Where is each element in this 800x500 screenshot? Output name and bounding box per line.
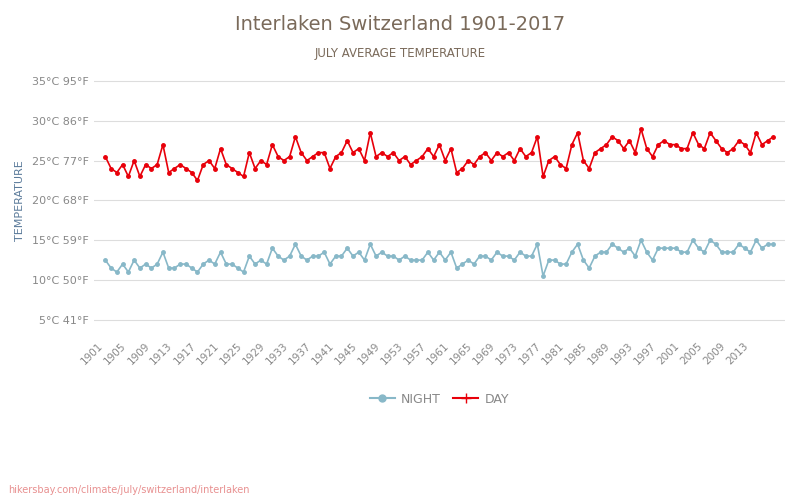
Text: hikersbay.com/climate/july/switzerland/interlaken: hikersbay.com/climate/july/switzerland/i… (8, 485, 250, 495)
Text: Interlaken Switzerland 1901-2017: Interlaken Switzerland 1901-2017 (235, 15, 565, 34)
Y-axis label: TEMPERATURE: TEMPERATURE (15, 160, 25, 241)
Text: JULY AVERAGE TEMPERATURE: JULY AVERAGE TEMPERATURE (314, 48, 486, 60)
Legend: NIGHT, DAY: NIGHT, DAY (365, 388, 514, 410)
